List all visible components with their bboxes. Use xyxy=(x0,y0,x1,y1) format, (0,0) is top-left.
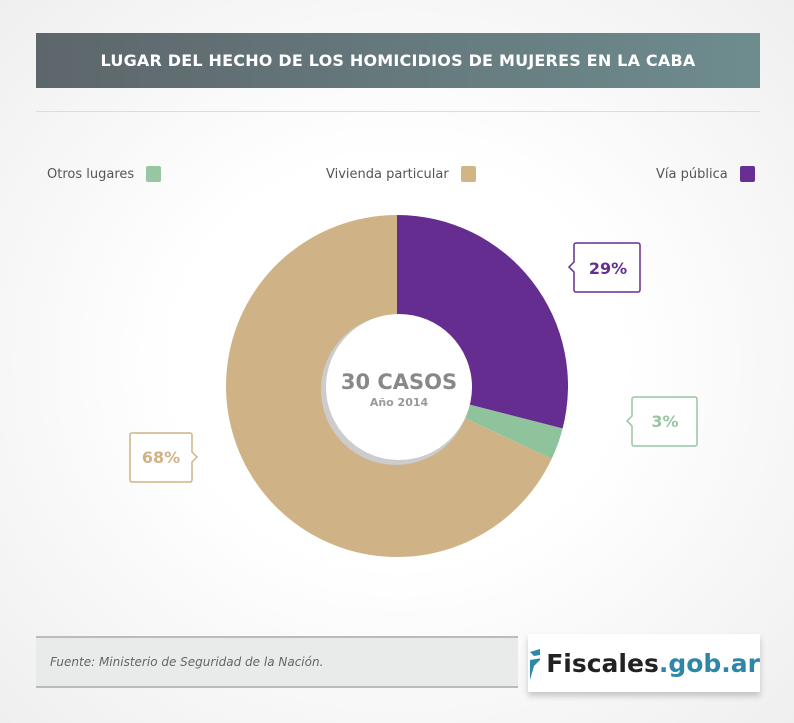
legend-label: Vivienda particular xyxy=(326,166,449,182)
logo-main: Fiscales xyxy=(546,648,659,678)
center-label: 30 CASOS xyxy=(341,370,457,394)
legend-via: Vía pública xyxy=(656,166,755,182)
data-label: 29% xyxy=(589,259,627,278)
logo-suffix: .gob.ar xyxy=(658,648,760,678)
callout-via: 29% xyxy=(567,242,641,293)
data-label: 3% xyxy=(651,412,678,431)
legend-vivienda: Vivienda particular xyxy=(326,166,476,182)
callout-otros: 3% xyxy=(625,396,698,447)
legend-swatch xyxy=(146,166,162,182)
legend-otros: Otros lugares xyxy=(47,166,162,182)
logo-mark-icon xyxy=(530,648,541,680)
chart-title: LUGAR DEL HECHO DE LOS HOMICIDIOS DE MUJ… xyxy=(36,33,760,88)
data-label: 68% xyxy=(142,448,180,467)
legend-swatch xyxy=(460,166,476,182)
center-sublabel: Año 2014 xyxy=(370,396,429,409)
callout-vivienda: 68% xyxy=(129,432,199,483)
source-note: Fuente: Ministerio de Seguridad de la Na… xyxy=(36,636,518,688)
legend-label: Otros lugares xyxy=(47,166,135,182)
logo: Fiscales.gob.ar xyxy=(528,634,760,692)
legend-swatch xyxy=(739,166,755,182)
donut-hole xyxy=(326,314,472,460)
legend-label: Vía pública xyxy=(656,166,728,182)
divider xyxy=(36,111,760,112)
